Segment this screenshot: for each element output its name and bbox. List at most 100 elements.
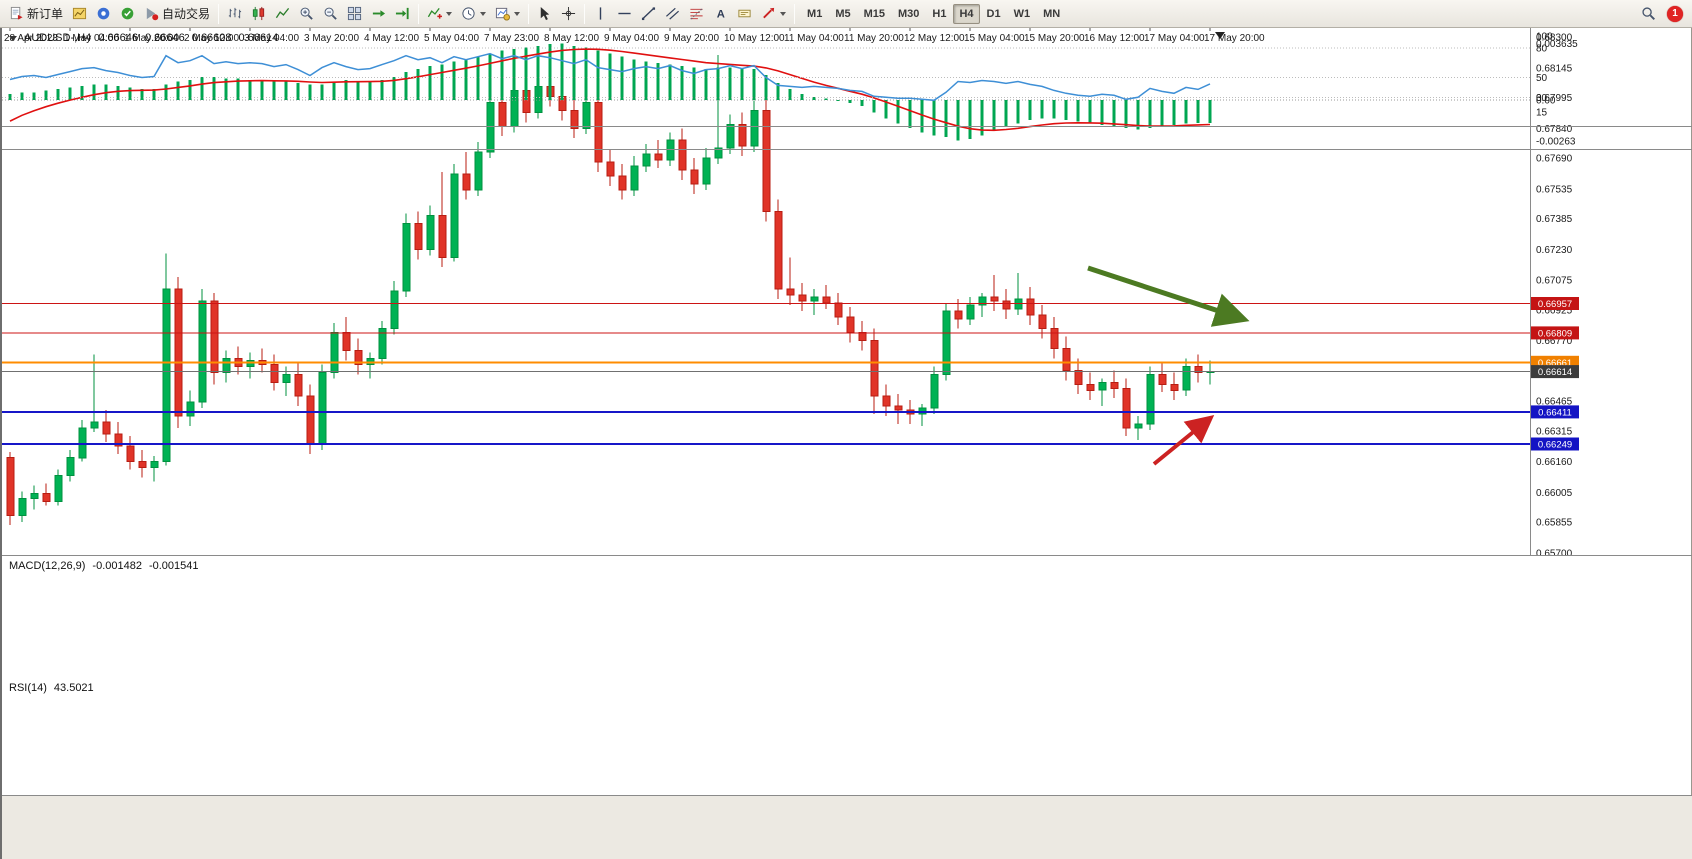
- new-order-button[interactable]: 新订单: [5, 2, 67, 25]
- line-chart-button[interactable]: [271, 2, 294, 25]
- indicators-icon: [427, 7, 443, 19]
- bull-candle: [66, 457, 75, 477]
- toolbar-separator: [528, 3, 530, 24]
- time-axis-label: 7 May 23:00: [484, 33, 539, 44]
- downtrend-arrow[interactable]: [1087, 265, 1250, 327]
- bear-candle: [858, 332, 867, 342]
- indicators-button[interactable]: [423, 2, 456, 25]
- bear-candle: [1038, 314, 1047, 330]
- candlestick-chart-button[interactable]: [247, 2, 270, 25]
- macd-bar: [644, 61, 648, 101]
- bear-candle: [618, 175, 627, 191]
- chart-shift-marker[interactable]: [1215, 32, 1225, 39]
- vertical-line-tool-button[interactable]: [589, 2, 612, 25]
- time-axis-label: 12 May 12:00: [904, 33, 965, 44]
- time-axis-label: 3 May 20:00: [304, 33, 359, 44]
- bull-candle: [222, 358, 231, 373]
- trendline-tool-button[interactable]: [637, 2, 660, 25]
- bounce-up-arrow[interactable]: [1152, 414, 1215, 466]
- price-axis-label: 0.67230: [1536, 245, 1573, 256]
- macd-bar: [560, 43, 564, 100]
- timeframe-m30-button[interactable]: M30: [898, 7, 920, 20]
- macd-panel[interactable]: 0.003635 0.00 -0.00263: [2, 28, 1692, 150]
- timeframe-m15-button[interactable]: M15: [863, 7, 885, 20]
- macd-bar: [248, 79, 252, 100]
- autotrading-button[interactable]: 自动交易: [140, 2, 214, 25]
- bull-candle: [1098, 381, 1107, 391]
- bull-candle: [642, 153, 651, 167]
- macd-bar: [392, 76, 396, 101]
- text-tool-button[interactable]: A: [709, 2, 732, 25]
- time-axis-label: 5 May 04:00: [424, 33, 479, 44]
- timeframe-d1-button[interactable]: D1: [986, 7, 1001, 20]
- macd-histogram: [8, 43, 1212, 141]
- timeframe-m5-button[interactable]: M5: [835, 7, 851, 20]
- zoom-out-icon: [324, 7, 337, 20]
- close-value: 0.66614: [238, 32, 279, 44]
- low-value: 0.66608: [191, 32, 232, 44]
- timeframe-m1-button[interactable]: M1: [807, 7, 823, 20]
- bull-candle: [246, 360, 255, 367]
- bull-candle: [966, 304, 975, 320]
- macd-bar: [872, 100, 876, 113]
- chevron-down-icon: [446, 11, 453, 16]
- macd-bar: [572, 45, 576, 101]
- templates-button[interactable]: [491, 2, 524, 25]
- bear-candle: [354, 350, 363, 366]
- zoom-in-button[interactable]: [295, 2, 318, 25]
- timeframe-h4-button[interactable]: H4: [953, 3, 980, 24]
- price-box: [1531, 365, 1579, 379]
- toolbar-right-group: 1: [1637, 2, 1687, 25]
- toolbar-separator: [584, 3, 586, 24]
- chart-menu-icon[interactable]: [9, 35, 17, 41]
- bull-candle: [930, 373, 939, 409]
- chart-window: 0.68300 0.68145 0.67995 0.67840 0.67690 0.675…: [0, 28, 1692, 859]
- macd-bar: [992, 100, 996, 131]
- periods-button[interactable]: [457, 2, 490, 25]
- macd-bar: [752, 69, 756, 100]
- fibonacci-tool-button[interactable]: [685, 2, 708, 25]
- autoscroll-button[interactable]: [367, 2, 390, 25]
- cursor-button[interactable]: [533, 2, 556, 25]
- zoom-out-button[interactable]: [319, 2, 342, 25]
- bear-candle: [882, 395, 891, 407]
- bear-candle: [1170, 383, 1179, 391]
- notification-badge[interactable]: 1: [1667, 5, 1683, 22]
- bear-candle: [102, 421, 111, 435]
- clock-icon: [462, 7, 475, 20]
- community-button[interactable]: [92, 2, 115, 25]
- timeframe-h1-button[interactable]: H1: [932, 7, 947, 20]
- macd-bar: [1208, 100, 1212, 123]
- toolbar-separator: [418, 3, 420, 24]
- macd-bar: [1040, 100, 1044, 119]
- crosshair-button[interactable]: [557, 2, 580, 25]
- time-axis-label: 10 May 12:00: [724, 33, 785, 44]
- main-price-chart[interactable]: 0.68300 0.68145 0.67995 0.67840 0.67690 0.675…: [2, 28, 1692, 556]
- time-axis-label: 15 May 20:00: [1024, 33, 1085, 44]
- bear-candle: [786, 288, 795, 296]
- timeframe-mn-button[interactable]: MN: [1043, 7, 1061, 20]
- notifications-sound-button[interactable]: [116, 2, 139, 25]
- horizontal-line-tool-button[interactable]: [613, 2, 636, 25]
- channel-tool-button[interactable]: [661, 2, 684, 25]
- text-label-tool-button[interactable]: [733, 2, 756, 25]
- price-axis-label: 0.67840: [1536, 124, 1573, 135]
- tile-windows-button[interactable]: [343, 2, 366, 25]
- community-icon: [97, 7, 110, 20]
- timeframe-w1-button[interactable]: W1: [1013, 7, 1031, 20]
- bull-candle: [726, 123, 735, 149]
- bear-candle: [462, 173, 471, 191]
- chart-shift-button[interactable]: [391, 2, 414, 25]
- bear-candle: [294, 373, 303, 397]
- search-button[interactable]: [1637, 2, 1660, 25]
- new-order-label: 新订单: [27, 7, 64, 21]
- price-box-value: 0.66661: [1538, 358, 1572, 369]
- macd-bar: [848, 100, 852, 104]
- bar-chart-button[interactable]: [223, 2, 246, 25]
- macd-bar: [1004, 100, 1008, 127]
- chart-profile-button[interactable]: [68, 2, 91, 25]
- arrows-tool-button[interactable]: [757, 2, 790, 25]
- bull-candle: [702, 157, 711, 185]
- time-axis[interactable]: 28 Apr 2023 1 May 04:00 1 May 20:00 2 May 1…: [2, 28, 1692, 46]
